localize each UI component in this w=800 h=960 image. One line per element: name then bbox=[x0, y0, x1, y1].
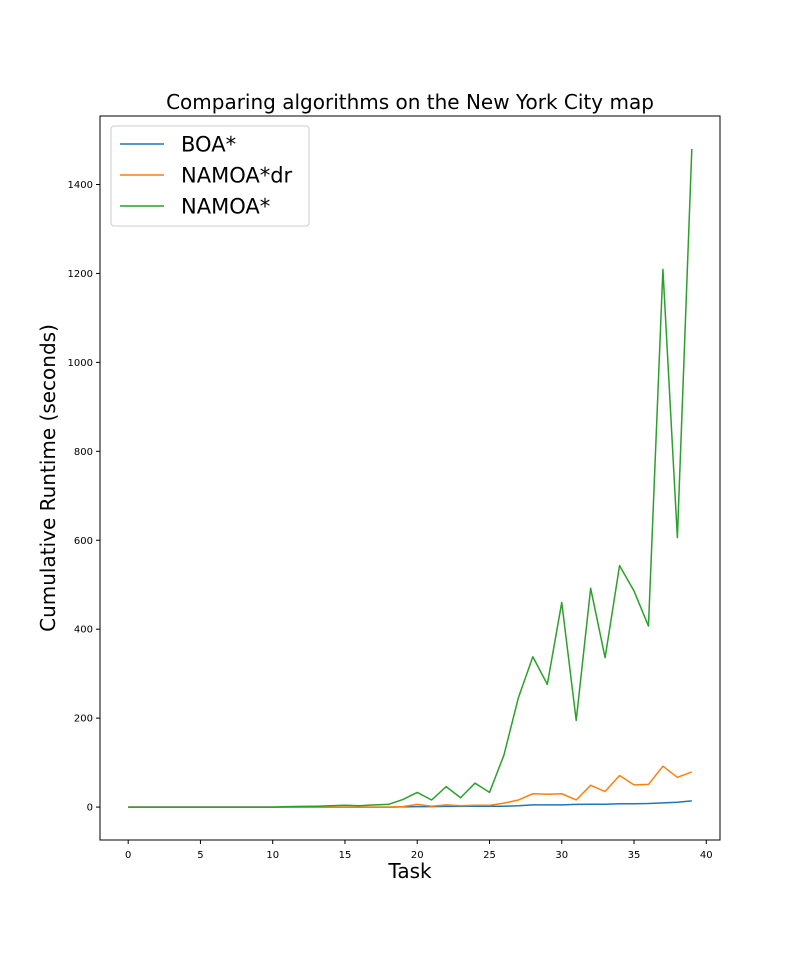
y-tick-label: 600 bbox=[74, 536, 93, 547]
series-layer bbox=[128, 148, 693, 808]
x-tick-label: 40 bbox=[700, 850, 713, 861]
plot-frame bbox=[99, 115, 721, 841]
legend: BOA* NAMOA*dr NAMOA* bbox=[110, 125, 310, 227]
series-line-namoa-dr bbox=[128, 765, 693, 808]
x-tick-label: 5 bbox=[197, 850, 203, 861]
x-axis: 0 5 10 15 20 25 30 35 40 bbox=[125, 840, 713, 861]
chart-title: Comparing algorithms on the New York Cit… bbox=[166, 90, 654, 114]
x-tick-label: 10 bbox=[266, 850, 279, 861]
y-tick-label: 400 bbox=[74, 625, 93, 636]
legend-label: NAMOA*dr bbox=[181, 164, 293, 188]
legend-label: BOA* bbox=[181, 133, 236, 157]
legend-label: NAMOA* bbox=[181, 195, 270, 219]
y-axis-title: Cumulative Runtime (seconds) bbox=[36, 324, 60, 632]
x-tick-label: 20 bbox=[411, 850, 424, 861]
y-tick-label: 1200 bbox=[68, 269, 93, 280]
x-tick-label: 15 bbox=[339, 850, 352, 861]
x-axis-title: Task bbox=[387, 859, 432, 883]
x-tick-label: 35 bbox=[628, 850, 641, 861]
y-tick-label: 1000 bbox=[68, 358, 93, 369]
y-tick-label: 200 bbox=[74, 714, 93, 725]
x-tick-label: 30 bbox=[555, 850, 568, 861]
series-line-namoa bbox=[128, 148, 693, 808]
y-tick-label: 1400 bbox=[68, 180, 93, 191]
x-tick-label: 25 bbox=[483, 850, 496, 861]
y-tick-label: 0 bbox=[87, 803, 93, 814]
legend-frame bbox=[110, 125, 310, 227]
y-tick-label: 800 bbox=[74, 447, 93, 458]
y-axis: 0 200 400 600 800 1000 1200 1400 bbox=[68, 180, 100, 814]
x-tick-label: 0 bbox=[125, 850, 131, 861]
